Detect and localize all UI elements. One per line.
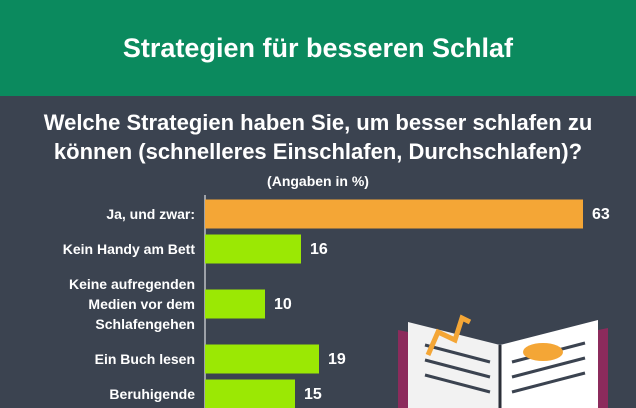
bar (205, 199, 583, 229)
category-label: Ein Buch lesen (94, 351, 195, 367)
value-label: 63 (592, 206, 610, 223)
category-label: Beruhigende (109, 386, 195, 402)
header-title: Strategien für besseren Schlaf (122, 32, 514, 63)
category-label: Kein Handy am Bett (62, 241, 195, 257)
value-label: 16 (310, 241, 328, 258)
header: Strategien für besseren Schlaf (0, 0, 636, 96)
bar (205, 289, 265, 319)
book-illustration (398, 314, 608, 408)
value-label: 15 (304, 386, 322, 403)
bar (205, 234, 301, 264)
category-label: Ja, und zwar: (106, 206, 195, 222)
bar (205, 379, 295, 408)
value-label: 19 (328, 351, 346, 368)
bar (205, 344, 319, 374)
value-label: 10 (274, 296, 292, 313)
chart-subtitle: (Angaben in %) (267, 173, 369, 189)
chart-title: Welche Strategien haben Sie, um besser s… (43, 110, 593, 164)
category-label: Keine aufregenden Medien vor dem Schlafe… (68, 276, 195, 332)
